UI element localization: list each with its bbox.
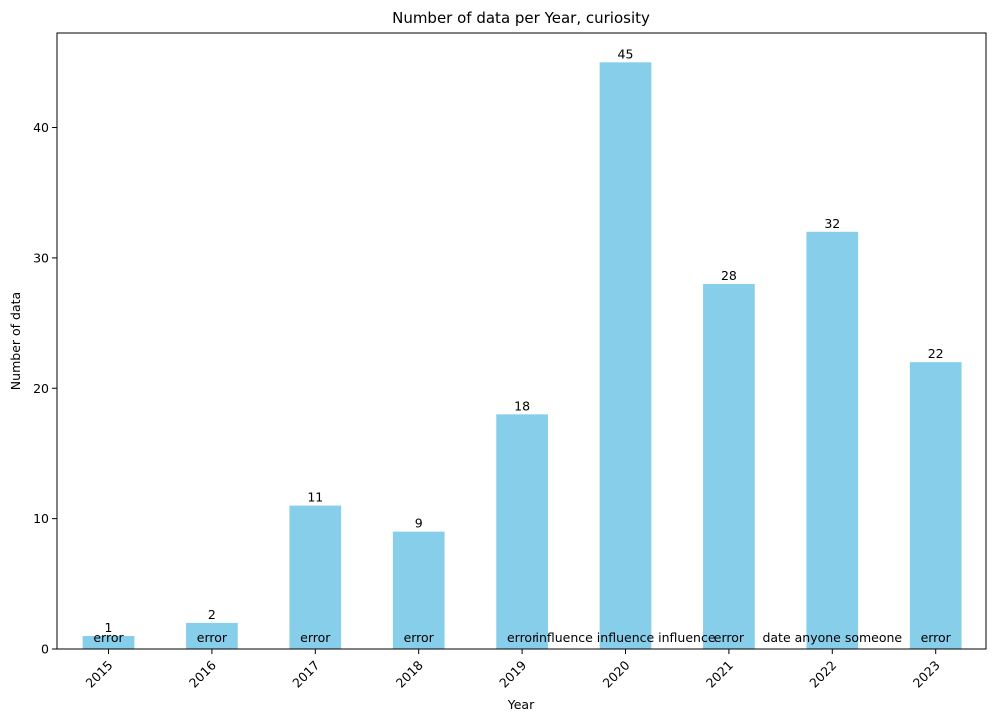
bar-2016 bbox=[186, 622, 238, 649]
bar-annotation-2021: error bbox=[714, 630, 745, 645]
plot-frame bbox=[56, 32, 987, 650]
bar-annotation-2019: error bbox=[507, 630, 538, 645]
y-tick-label-40: 40 bbox=[33, 120, 49, 135]
x-tick-label-2016: 2016 bbox=[186, 657, 219, 690]
bar-annotation-2015: error bbox=[93, 630, 124, 645]
x-ticks-group: 2015 2016 2017 2018 2019 2020 2021 2022 2023 bbox=[83, 649, 943, 691]
x-tick-label-2017: 2017 bbox=[289, 658, 322, 691]
y-tick-label-10: 10 bbox=[33, 511, 49, 526]
x-tick-label-2021: 2021 bbox=[703, 658, 736, 691]
y-tick-label-0: 0 bbox=[41, 642, 49, 657]
value-label-2018: 9 bbox=[415, 516, 423, 531]
x-tick-label-2015: 2015 bbox=[83, 658, 116, 691]
value-labels-group: 1 2 11 9 18 45 28 32 22 bbox=[105, 46, 944, 635]
bar-annotation-2018: error bbox=[404, 630, 435, 645]
bar-2017 bbox=[289, 505, 342, 649]
bar-annotation-2022: date anyone someone bbox=[762, 630, 902, 645]
bar-annotation-2023: error bbox=[921, 630, 952, 645]
x-tick-label-2022: 2022 bbox=[806, 658, 839, 691]
y-ticks-group: 0 10 20 30 40 bbox=[33, 120, 57, 657]
bar-2020 bbox=[599, 62, 652, 650]
bar-2022 bbox=[806, 231, 859, 649]
bar-2021 bbox=[703, 283, 755, 649]
x-tick-label-2023: 2023 bbox=[910, 658, 943, 691]
chart-title: Number of data per Year, curiosity bbox=[392, 9, 650, 27]
axes-group bbox=[56, 32, 987, 650]
value-label-2021: 28 bbox=[721, 268, 737, 283]
value-label-2016: 2 bbox=[208, 607, 216, 622]
bar-2015 bbox=[82, 635, 135, 649]
bars-group bbox=[82, 62, 962, 650]
value-label-2017: 11 bbox=[307, 490, 323, 505]
bar-2019 bbox=[496, 414, 548, 649]
value-label-2020: 45 bbox=[618, 46, 634, 61]
x-tick-label-2020: 2020 bbox=[600, 657, 633, 690]
x-axis-label: Year bbox=[507, 697, 535, 712]
value-label-2019: 18 bbox=[514, 398, 530, 413]
value-label-2023: 22 bbox=[928, 346, 944, 361]
bar-2023 bbox=[909, 362, 962, 649]
y-tick-label-30: 30 bbox=[33, 250, 49, 265]
x-tick-label-2018: 2018 bbox=[393, 657, 426, 690]
bar-2018 bbox=[392, 531, 445, 649]
y-tick-label-20: 20 bbox=[33, 381, 49, 396]
value-label-2015: 1 bbox=[105, 620, 113, 635]
bar-annotation-2017: error bbox=[300, 630, 331, 645]
x-tick-label-2019: 2019 bbox=[496, 657, 529, 690]
bar-annotation-2016: error bbox=[197, 630, 228, 645]
y-axis-label: Number of data bbox=[8, 292, 23, 390]
bar-annotation-2020: influence influence influence bbox=[535, 630, 715, 645]
value-label-2022: 32 bbox=[824, 216, 840, 231]
